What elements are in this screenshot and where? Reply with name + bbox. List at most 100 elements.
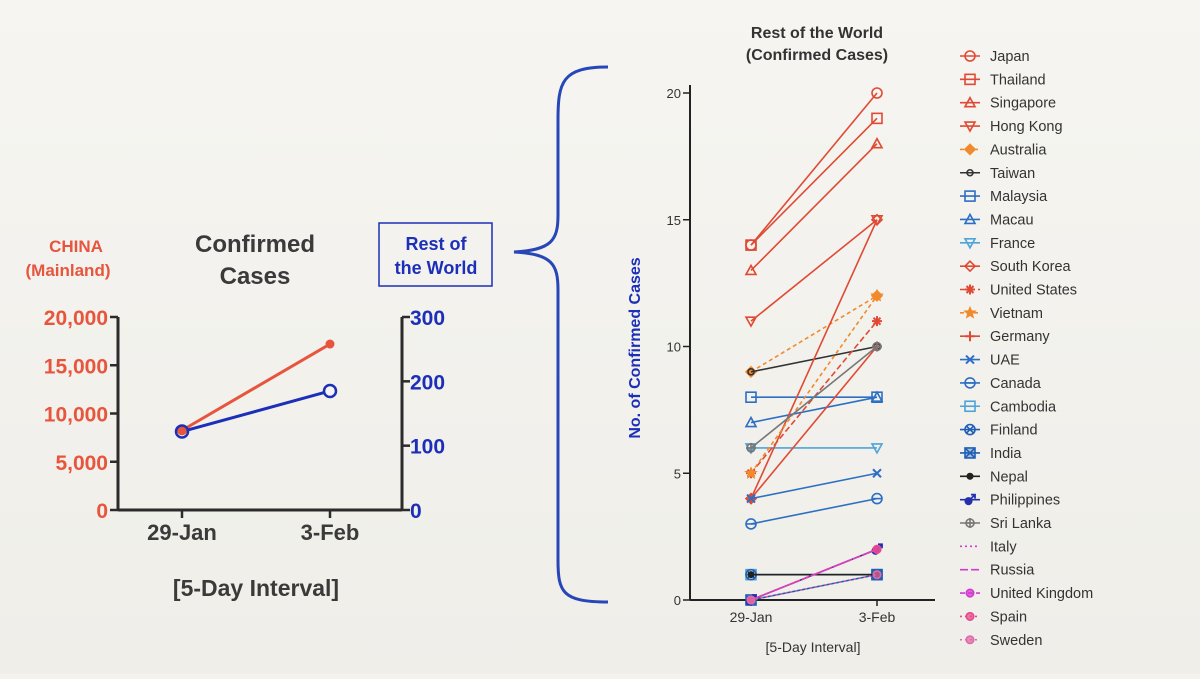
row-point [322,383,338,399]
series-line-vietnam [750,295,878,474]
legend-marker-finland [964,423,976,436]
legend-label-india: India [990,446,1022,462]
series-point-hong-kong [744,316,758,328]
legend-marker-uae [965,354,975,365]
series-point-france [870,443,884,455]
series-line-sweden [750,573,878,601]
legend-label-taiwan: Taiwan [990,166,1035,182]
series-line-india [750,573,878,601]
row-line [181,389,331,433]
row-label-line2: the World [395,258,478,278]
series-point-thailand [745,239,757,251]
legend-marker-taiwan [966,168,974,177]
legend-marker-sweden [965,635,975,645]
legend-label-japan: Japan [990,49,1030,65]
legend-label-spain: Spain [990,609,1027,625]
legend-label-philippines: Philippines [990,493,1060,509]
legend-marker-thailand [964,73,976,86]
legend-label-vietnam: Vietnam [990,306,1043,322]
right-xtick-label: 29-Jan [730,609,773,625]
series-line-uae [750,472,878,500]
series-line-japan [750,92,878,246]
series-line-sri-lanka [750,345,878,449]
series-point-japan [871,87,883,99]
legend-marker-nepal [966,472,974,480]
left-ytick-label: 5,000 [55,452,108,475]
legend-label-hong-kong: Hong Kong [990,119,1063,135]
left-xtick-label: 29-Jan [147,520,217,545]
legend-marker-macau [963,212,977,225]
series-point-macau [744,415,758,428]
legend-marker-singapore [963,96,977,108]
legend-label-russia: Russia [990,563,1035,579]
right-ytick-label: 200 [410,371,445,394]
legend-marker-france [963,238,977,250]
left-ytick-label: 0 [96,500,108,523]
right-ytick-label: 300 [410,307,445,330]
legend-label-sri-lanka: Sri Lanka [990,516,1052,532]
legend-label-united-states: United States [990,283,1077,299]
series-point-uae [746,493,756,504]
series-line-germany [750,345,878,500]
right-title-line2: (Confirmed Cases) [746,47,888,64]
legend-label-south-korea: South Korea [990,259,1072,275]
series-point-canada [871,492,883,505]
legend-marker-japan [964,50,976,62]
legend-label-sweden: Sweden [990,633,1042,649]
series-line-south-korea [750,219,878,499]
legend-label-thailand: Thailand [990,72,1046,88]
series-line-canada [750,497,878,525]
right-ytick-label: 5 [674,466,681,481]
right-ylabel: No. of Confirmed Cases [627,257,644,438]
series-point-malaysia [745,391,757,404]
right-xtick-label: 3-Feb [859,609,896,625]
legend-label-united-kingdom: United Kingdom [990,586,1093,602]
right-ytick-label: 0 [674,593,681,608]
legend-label-singapore: Singapore [990,96,1056,112]
left-xtick-label: 3-Feb [301,520,360,545]
series-point-taiwan [747,368,755,376]
series-point-south-korea [870,213,884,226]
legend-label-finland: Finland [990,423,1038,439]
legend-label-canada: Canada [990,376,1042,392]
series-line-australia [750,295,878,373]
legend: Japan Thailand Singapore Hong Kong Australia… [960,49,1093,649]
legend-label-australia: Australia [990,142,1047,158]
row-point [174,424,190,439]
legend-marker-germany [965,331,975,342]
legend-marker-spain [965,611,975,621]
legend-label-nepal: Nepal [990,469,1028,485]
left-ytick-label: 20,000 [44,307,108,330]
series-point-nepal [747,571,755,579]
legend-label-france: France [990,236,1035,252]
china-label-line1: CHINA [49,237,103,256]
legend-marker-hong-kong [963,121,977,133]
series-line-macau [750,396,878,424]
series-point-united-states [872,316,882,327]
series-point-uae [872,468,882,478]
series-point-vietnam [870,288,884,302]
series-point-thailand [871,112,883,125]
series-point-canada [745,518,757,530]
legend-label-malaysia: Malaysia [990,189,1048,205]
series-line-united-kingdom [750,548,878,601]
legend-marker-canada [964,377,976,389]
legend-marker-philippines [970,493,976,500]
series-point-sri-lanka [746,442,756,453]
series-point-sri-lanka [872,341,882,352]
brace [513,65,609,604]
legend-marker-south-korea [963,260,977,273]
series-point-sweden [746,595,756,605]
right-ytick-label: 100 [410,436,445,459]
legend-marker-finland [965,425,975,434]
right-xlabel: [5-Day Interval] [766,639,861,655]
left-xlabel: [5-Day Interval] [173,575,339,601]
legend-marker-united-states [965,284,975,295]
series-line-hong-kong [750,219,878,322]
legend-label-germany: Germany [990,329,1050,345]
right-ytick-label: 20 [667,86,681,101]
right-ytick-label: 15 [667,213,681,228]
china-point [177,425,187,436]
